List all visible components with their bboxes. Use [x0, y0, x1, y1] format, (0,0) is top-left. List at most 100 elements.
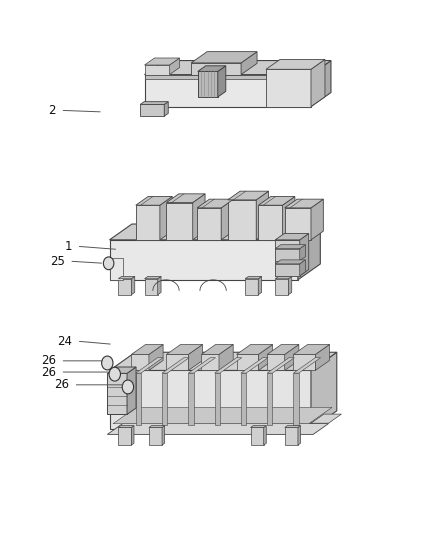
Polygon shape	[311, 352, 337, 429]
Text: 26: 26	[54, 378, 69, 391]
Polygon shape	[197, 199, 233, 208]
Polygon shape	[275, 279, 288, 295]
Polygon shape	[311, 61, 331, 107]
Polygon shape	[285, 426, 300, 427]
Polygon shape	[110, 224, 320, 240]
Polygon shape	[197, 208, 221, 240]
Polygon shape	[145, 65, 170, 75]
Polygon shape	[140, 102, 168, 104]
Polygon shape	[241, 373, 246, 425]
Polygon shape	[275, 277, 292, 279]
Polygon shape	[166, 203, 193, 240]
Polygon shape	[251, 427, 264, 445]
Polygon shape	[267, 373, 272, 425]
Polygon shape	[136, 358, 163, 373]
Polygon shape	[145, 58, 180, 65]
Polygon shape	[162, 426, 165, 445]
Polygon shape	[311, 60, 325, 107]
Polygon shape	[219, 344, 233, 370]
Polygon shape	[266, 60, 325, 69]
Polygon shape	[188, 358, 215, 373]
Polygon shape	[298, 224, 320, 280]
Polygon shape	[107, 373, 127, 415]
Polygon shape	[258, 344, 272, 370]
Polygon shape	[110, 258, 123, 280]
Polygon shape	[275, 264, 300, 276]
Polygon shape	[283, 197, 295, 240]
Polygon shape	[311, 414, 341, 423]
Polygon shape	[198, 71, 218, 97]
Polygon shape	[285, 208, 311, 240]
Polygon shape	[127, 367, 136, 415]
Polygon shape	[110, 370, 311, 429]
Polygon shape	[110, 240, 298, 280]
Polygon shape	[198, 66, 226, 71]
Polygon shape	[275, 240, 300, 276]
Polygon shape	[221, 199, 233, 240]
Polygon shape	[136, 205, 160, 240]
Polygon shape	[300, 233, 309, 276]
Polygon shape	[118, 426, 134, 427]
Polygon shape	[131, 426, 134, 445]
Polygon shape	[298, 426, 300, 445]
Polygon shape	[118, 277, 135, 279]
Polygon shape	[140, 104, 164, 116]
Polygon shape	[228, 200, 256, 240]
Text: 26: 26	[41, 366, 56, 378]
Text: 26: 26	[41, 354, 56, 367]
Polygon shape	[131, 277, 135, 295]
Polygon shape	[164, 102, 168, 116]
Polygon shape	[113, 407, 332, 424]
Polygon shape	[149, 427, 162, 445]
Text: 24: 24	[57, 335, 72, 348]
Polygon shape	[293, 373, 299, 425]
Polygon shape	[145, 277, 161, 279]
Polygon shape	[149, 344, 163, 370]
Polygon shape	[300, 245, 305, 261]
Polygon shape	[264, 426, 266, 445]
Polygon shape	[245, 279, 258, 295]
Polygon shape	[158, 277, 161, 295]
Polygon shape	[160, 197, 172, 240]
Polygon shape	[237, 354, 258, 370]
Polygon shape	[145, 75, 311, 79]
Polygon shape	[275, 248, 300, 261]
Polygon shape	[145, 279, 158, 295]
Polygon shape	[191, 52, 257, 63]
Polygon shape	[285, 199, 323, 208]
Polygon shape	[256, 191, 268, 240]
Polygon shape	[293, 358, 321, 373]
Polygon shape	[136, 373, 141, 425]
Polygon shape	[275, 260, 305, 264]
Polygon shape	[191, 63, 241, 75]
Polygon shape	[267, 354, 285, 370]
Text: 2: 2	[49, 104, 56, 117]
Polygon shape	[267, 344, 299, 354]
Polygon shape	[162, 373, 167, 425]
Polygon shape	[293, 344, 329, 354]
Polygon shape	[218, 66, 226, 97]
Polygon shape	[266, 69, 311, 107]
Circle shape	[102, 356, 113, 370]
Polygon shape	[293, 354, 315, 370]
Polygon shape	[237, 344, 272, 354]
Polygon shape	[110, 352, 337, 370]
Polygon shape	[162, 358, 189, 373]
Polygon shape	[107, 367, 136, 373]
Polygon shape	[188, 373, 194, 425]
Polygon shape	[193, 194, 205, 240]
Polygon shape	[228, 191, 268, 200]
Polygon shape	[201, 354, 219, 370]
Polygon shape	[311, 199, 323, 240]
Polygon shape	[215, 373, 220, 425]
Polygon shape	[300, 260, 305, 276]
Polygon shape	[149, 426, 165, 427]
Polygon shape	[107, 424, 328, 434]
Polygon shape	[258, 205, 283, 240]
Polygon shape	[288, 277, 292, 295]
Circle shape	[109, 367, 120, 381]
Polygon shape	[258, 277, 261, 295]
Polygon shape	[166, 354, 188, 370]
Polygon shape	[258, 197, 295, 205]
Polygon shape	[215, 358, 242, 373]
